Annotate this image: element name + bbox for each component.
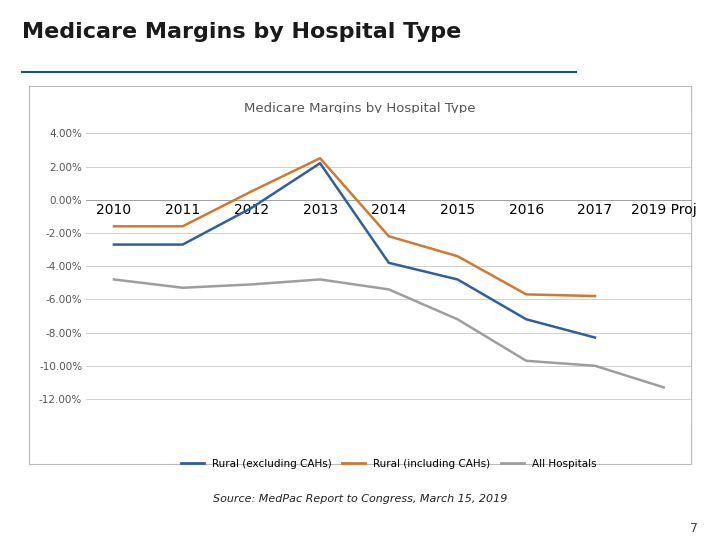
Text: 7: 7 <box>690 522 698 535</box>
Text: Medicare Margins by Hospital Type: Medicare Margins by Hospital Type <box>244 102 476 114</box>
Legend: Rural (excluding CAHs), Rural (including CAHs), All Hospitals: Rural (excluding CAHs), Rural (including… <box>176 455 601 473</box>
Text: Source: MedPac Report to Congress, March 15, 2019: Source: MedPac Report to Congress, March… <box>213 494 507 504</box>
Text: Medicare Margins by Hospital Type: Medicare Margins by Hospital Type <box>22 22 461 42</box>
